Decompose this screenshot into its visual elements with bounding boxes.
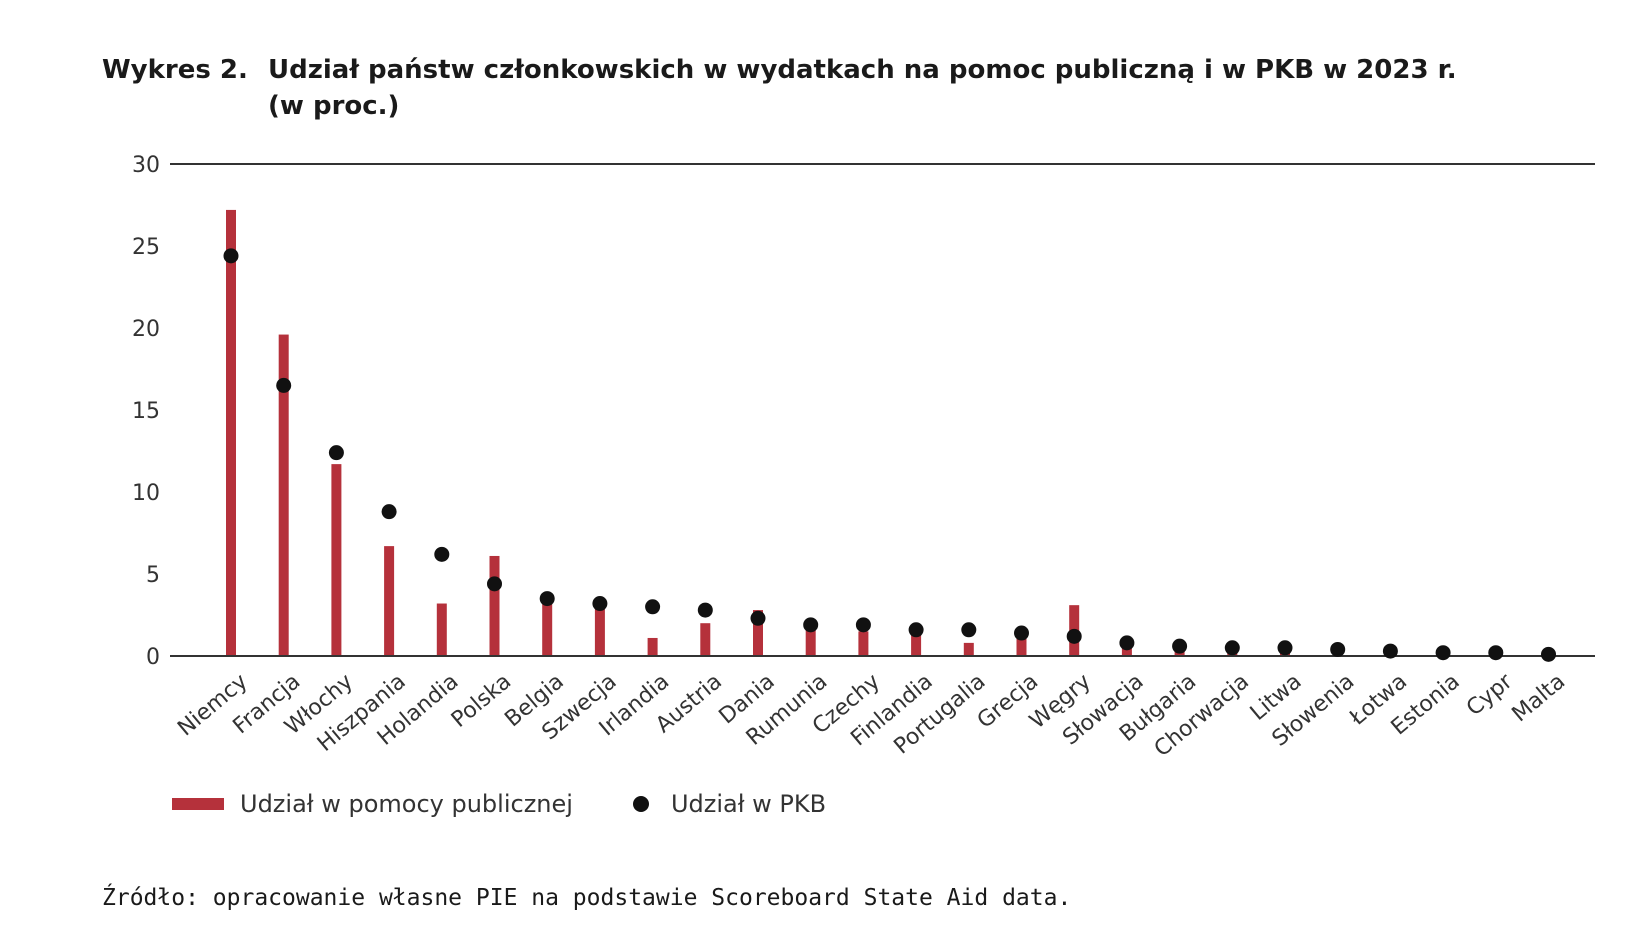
- dot-point: [1014, 625, 1029, 641]
- bar: [647, 637, 658, 656]
- y-tick-label: 5: [146, 563, 160, 588]
- dot-point: [1382, 643, 1398, 659]
- dot-point: [645, 599, 661, 615]
- dot-point: [1172, 638, 1188, 654]
- dot-point: [1066, 628, 1082, 644]
- source-note: Źródło: opracowanie własne PIE na podsta…: [102, 885, 1072, 911]
- dot-point: [223, 248, 239, 264]
- dot-point: [487, 576, 502, 592]
- bar: [1121, 646, 1132, 656]
- bar: [700, 623, 711, 656]
- bar: [963, 642, 974, 656]
- dot-point: [539, 591, 555, 607]
- y-tick-label: 30: [132, 153, 160, 178]
- dot-point: [855, 617, 871, 633]
- chart-title-prefix: Wykres 2.: [102, 55, 248, 85]
- chart-title-line1: Udział państw członkowskich w wydatkach …: [268, 55, 1457, 85]
- bar: [331, 464, 342, 656]
- dot-point: [381, 504, 397, 520]
- legend-dot-swatch: [632, 796, 649, 812]
- legend-bar-swatch: [172, 798, 224, 810]
- x-tick-label: Malta: [1508, 669, 1571, 727]
- dot-point: [750, 610, 766, 626]
- x-axis-labels: NiemcyFrancjaWłochyHiszpaniaHolandiaPols…: [173, 668, 1570, 762]
- bar: [384, 546, 395, 656]
- y-tick-label: 25: [132, 235, 160, 260]
- bar: [911, 634, 922, 656]
- bar: [858, 631, 869, 656]
- dot-point: [1224, 640, 1240, 656]
- dot-point: [1435, 645, 1451, 661]
- bar: [278, 334, 289, 656]
- dot-series: [223, 248, 1556, 662]
- x-tick-label: Cypr: [1462, 668, 1518, 721]
- chart-svg: 0 5 10 15 20 25 30 NiemcyFrancjaWłochyHiszpani…: [132, 153, 1595, 762]
- dot-point: [803, 617, 819, 633]
- dot-point: [592, 596, 608, 612]
- bar: [753, 610, 763, 656]
- dot-point: [1119, 635, 1135, 651]
- y-tick-label: 20: [132, 317, 160, 342]
- bar: [489, 555, 500, 656]
- dot-point: [697, 602, 713, 618]
- y-axis-ticks: 0 5 10 15 20 25 30: [132, 153, 160, 670]
- bar: [1016, 636, 1027, 656]
- dot-point: [1541, 646, 1556, 662]
- dot-point: [1277, 640, 1293, 656]
- y-tick-label: 10: [132, 481, 160, 506]
- legend-item-bar: Udział w pomocy publicznej: [172, 790, 573, 818]
- bar: [805, 629, 816, 656]
- y-tick-label: 0: [146, 645, 160, 670]
- legend-dot-label: Udział w PKB: [670, 790, 827, 818]
- bar: [594, 606, 605, 656]
- dot-point: [908, 622, 924, 638]
- legend-item-dot: Udział w PKB: [573, 790, 826, 818]
- dot-point: [1330, 641, 1346, 657]
- chart-title-line2: (w proc.): [268, 91, 400, 121]
- y-tick-label: 15: [132, 399, 160, 424]
- bar: [542, 600, 553, 656]
- bar: [436, 603, 447, 656]
- dot-point: [434, 546, 450, 562]
- bar-series: [226, 209, 1554, 657]
- dot-point: [961, 622, 977, 638]
- dot-point: [1488, 645, 1504, 661]
- x-tick-label: Polska: [447, 669, 516, 733]
- chart-title: Wykres 2. Udział państw członkowskich w …: [102, 52, 1568, 124]
- dot-point: [276, 377, 292, 393]
- chart-legend: Udział w pomocy publicznej Udział w PKB: [172, 790, 826, 818]
- dot-point: [328, 445, 344, 461]
- legend-bar-label: Udział w pomocy publicznej: [240, 790, 573, 818]
- bar: [226, 209, 236, 657]
